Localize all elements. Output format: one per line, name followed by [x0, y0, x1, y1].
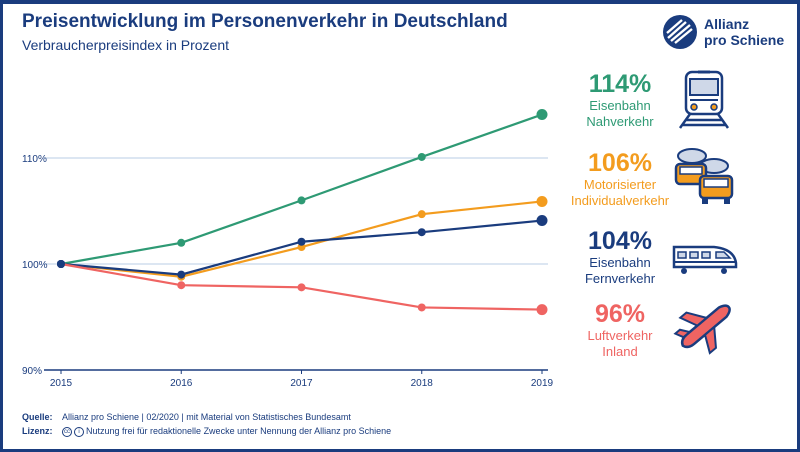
legend-item-individualverkehr: 106% Motorisierter Individualverkehr: [566, 149, 674, 209]
data-point: [177, 270, 186, 279]
logo-line2: pro Schiene: [704, 32, 785, 48]
legend-label-line1: Luftverkehr: [587, 328, 653, 343]
source-label: Quelle:: [22, 412, 53, 422]
legend-label-line1: Eisenbahn: [589, 255, 651, 270]
logo-text: Allianz pro Schiene: [704, 16, 784, 48]
source-text: Allianz pro Schiene | 02/2020 | mit Mate…: [62, 412, 351, 422]
legend-item-nahverkehr: 114% Eisenbahn Nahverkehr: [566, 70, 674, 130]
data-point: [536, 215, 548, 227]
legend-pct: 96%: [594, 300, 646, 328]
legend-item-fernverkehr: 104% Eisenbahn Fernverkehr: [566, 227, 674, 287]
license-text: Nutzung frei für redaktionelle Zwecke un…: [86, 426, 392, 436]
x-axis: 2015 2016 2017 2018 2019: [44, 369, 554, 389]
logo-line1: Allianz: [704, 16, 750, 32]
data-point: [177, 281, 186, 290]
data-point: [177, 238, 186, 247]
chart-grid: [44, 157, 548, 265]
airplane-icon: [670, 296, 740, 358]
data-point: [536, 109, 548, 121]
series-luftverkehr-inland: [57, 260, 548, 316]
data-point: [417, 152, 426, 161]
data-point: [536, 304, 548, 316]
y-tick-label: 90%: [22, 366, 42, 377]
legend-pct: 106%: [588, 149, 652, 177]
cc-icon: cc: [62, 426, 72, 437]
highspeed-train-icon: [670, 225, 740, 287]
data-point: [536, 195, 548, 207]
x-tick-label: 2019: [531, 378, 554, 389]
x-tick-label: 2018: [411, 378, 434, 389]
y-tick-label: 100%: [22, 260, 48, 271]
data-point: [297, 283, 306, 292]
series-eisenbahn-fernverkehr: [57, 215, 548, 279]
x-tick-label: 2016: [170, 378, 193, 389]
legend-label-line2: Individualverkehr: [570, 193, 670, 208]
legend-pct: 104%: [588, 227, 652, 255]
y-axis-ticks: 90% 100% 110%: [22, 154, 48, 377]
chart-series: [57, 109, 548, 316]
train-icon: [670, 68, 740, 130]
data-point: [417, 303, 426, 312]
x-tick-label: 2015: [50, 378, 73, 389]
data-point: [57, 260, 65, 268]
logo-mark-icon: [663, 15, 697, 49]
legend-label-line1: Eisenbahn: [589, 98, 651, 113]
cars-icon: [670, 146, 740, 208]
x-tick-label: 2017: [290, 378, 313, 389]
legend-label-line1: Motorisierter: [583, 177, 657, 192]
legend-label-line2: Fernverkehr: [584, 271, 656, 286]
license-label: Lizenz:: [22, 426, 53, 436]
footer-source: Quelle: Allianz pro Schiene | 02/2020 | m…: [22, 412, 351, 422]
data-point: [417, 210, 426, 219]
y-tick-label: 110%: [22, 154, 47, 165]
by-icon: i: [74, 426, 84, 437]
legend-pct: 114%: [588, 70, 652, 98]
data-point: [297, 237, 306, 246]
data-point: [297, 196, 306, 205]
legend-label-line2: Nahverkehr: [586, 114, 654, 129]
page-subtitle: Verbraucherpreisindex in Prozent: [22, 37, 230, 53]
legend-label-line2: Inland: [602, 344, 638, 359]
footer-license: Lizenz: cc i Nutzung frei für redaktionelle…: [22, 426, 391, 437]
allianz-pro-schiene-logo: Allianz pro Schiene: [662, 14, 784, 54]
legend-item-luftverkehr: 96% Luftverkehr Inland: [566, 300, 674, 360]
data-point: [417, 228, 426, 237]
page-title: Preisentwicklung im Personenverkehr in D…: [22, 11, 508, 32]
